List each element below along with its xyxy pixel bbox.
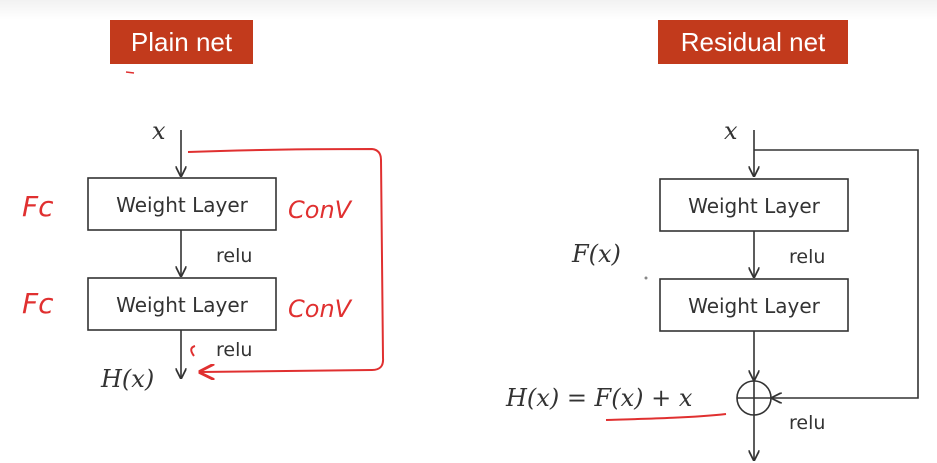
plain-net-title: Plain net [110, 20, 253, 64]
equation-red-underline [605, 413, 727, 421]
red-arrow-flourish [190, 345, 196, 357]
residual-equation: H(x) = F(x) + x [505, 384, 693, 412]
plain-output-label: H(x) [100, 365, 154, 393]
residual-weight-layer-1 [659, 178, 849, 232]
residual-skip-connection [754, 149, 919, 398]
residual-relu-1: relu [789, 246, 825, 268]
stray-dot [644, 276, 648, 280]
residual-fx-label: F(x) [571, 240, 621, 268]
residual-net-diagram: x Weight Layer relu F(x) Weight Layer re… [505, 117, 919, 460]
plain-relu-1: relu [216, 245, 252, 267]
residual-weight-layer-1-label: Weight Layer [688, 194, 821, 218]
top-band [0, 0, 937, 20]
residual-net-title: Residual net [658, 20, 848, 64]
annotation-fc-1: Fc [22, 190, 54, 223]
red-skip-connection [187, 147, 385, 372]
plain-weight-layer-2 [87, 277, 277, 331]
annotation-conv-1: ConV [288, 196, 353, 224]
plain-relu-2: relu [216, 339, 252, 361]
red-tick-mark [125, 71, 135, 74]
plain-input-label: x [152, 117, 166, 145]
plain-weight-layer-1-label: Weight Layer [116, 193, 249, 217]
plain-net-diagram: x Weight Layer relu Weight Layer relu H(… [22, 117, 385, 393]
plain-weight-layer-1 [87, 177, 277, 231]
plain-weight-layer-2-label: Weight Layer [116, 293, 249, 317]
residual-relu-2: relu [789, 412, 825, 434]
residual-input-label: x [724, 117, 738, 145]
residual-weight-layer-2-label: Weight Layer [688, 294, 821, 318]
annotation-conv-2: ConV [288, 295, 353, 323]
annotation-fc-2: Fc [22, 287, 54, 320]
